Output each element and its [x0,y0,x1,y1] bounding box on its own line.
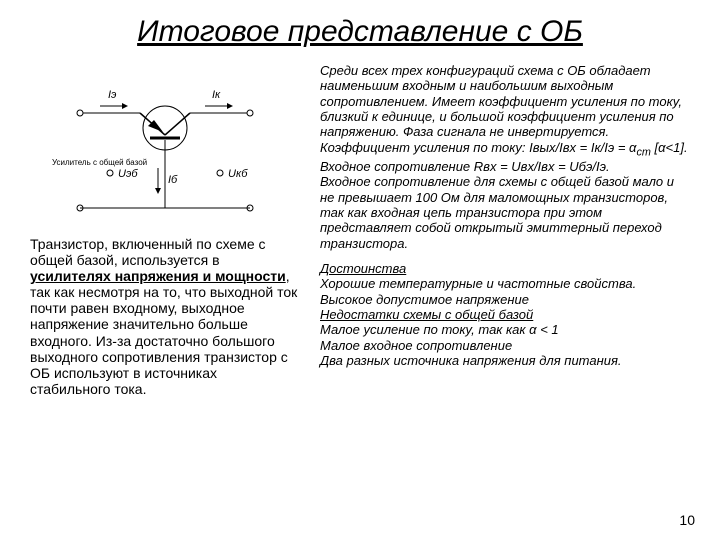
dis-2: Малое входное сопротивление [320,338,512,353]
left-post: , так как несмотря на то, что выходной т… [30,268,297,397]
label-ukb: Uкб [228,168,248,180]
left-paragraph: Транзистор, включенный по схеме с общей … [30,236,300,397]
left-pre: Транзистор, включенный по схеме с общей … [30,236,266,268]
right-column: Среди всех трех конфигураций схема с ОБ … [320,63,690,397]
r-p2: Коэффициент усиления по току: Iвых/Iвх =… [320,140,636,155]
r-p3: Входное сопротивление Rвх = Uвх/Iвх = Uб… [320,159,610,174]
label-ib: Iб [168,174,178,186]
r-p1: Среди всех трех конфигураций схема с ОБ … [320,63,682,139]
r-p2tail: [α<1]. [651,140,688,155]
r-p2sub: ст [636,146,650,158]
dis-3: Два разных источника напряжения для пита… [320,353,622,368]
circuit-diagram: Iэ Iк Uэб Iб Uкб Усилитель с общей базой [50,73,280,228]
label-ie: Iэ [108,89,117,101]
adv-2: Высокое допустимое напряжение [320,292,529,307]
circuit-caption: Усилитель с общей базой [52,158,147,167]
page-number: 10 [679,512,695,528]
adv-1: Хорошие температурные и частотные свойст… [320,276,636,291]
left-column: Iэ Iк Uэб Iб Uкб Усилитель с общей базой… [30,63,300,397]
dis-1: Малое усиление по току, так как α < 1 [320,322,559,337]
adv-title: Достоинства [320,261,406,276]
r-p4: Входное сопротивление для схемы с общей … [320,174,674,250]
label-ik: Iк [212,89,221,101]
page-title: Итоговое представление с ОБ [30,15,690,49]
left-bold: усилителях напряжения и мощности [30,268,286,284]
dis-title: Недостатки схемы с общей базой [320,307,533,322]
content-row: Iэ Iк Uэб Iб Uкб Усилитель с общей базой… [30,63,690,397]
label-ueb: Uэб [118,168,138,180]
